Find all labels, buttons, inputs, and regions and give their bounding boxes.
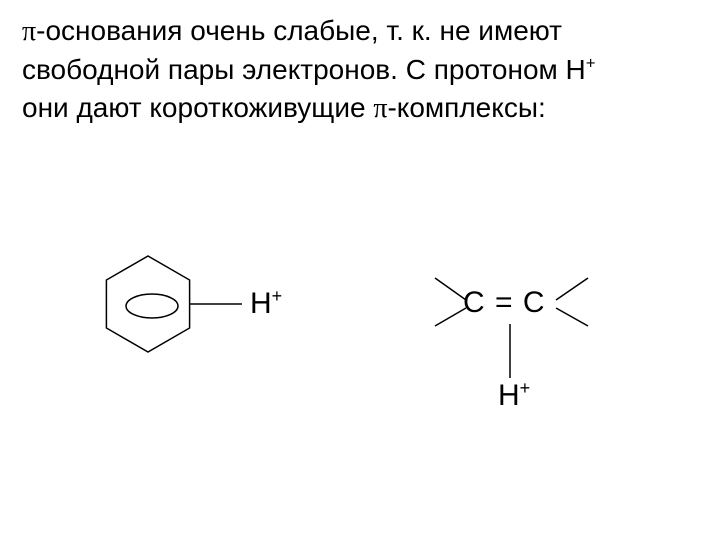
h-letter-2: H [498, 379, 520, 412]
h-plus-2: + [520, 378, 531, 398]
c-eq-c-text: C = C [463, 286, 546, 319]
alkene-structure [0, 0, 720, 540]
alkene-h-label: H+ [498, 378, 530, 413]
alkene-c-eq-c-label: C = C [463, 286, 546, 320]
alkene-bond-left-up [435, 278, 466, 300]
alkene-bond-right-up [556, 278, 588, 300]
alkene-bond-right-down [556, 308, 588, 326]
alkene-bond-left-down [435, 308, 466, 326]
